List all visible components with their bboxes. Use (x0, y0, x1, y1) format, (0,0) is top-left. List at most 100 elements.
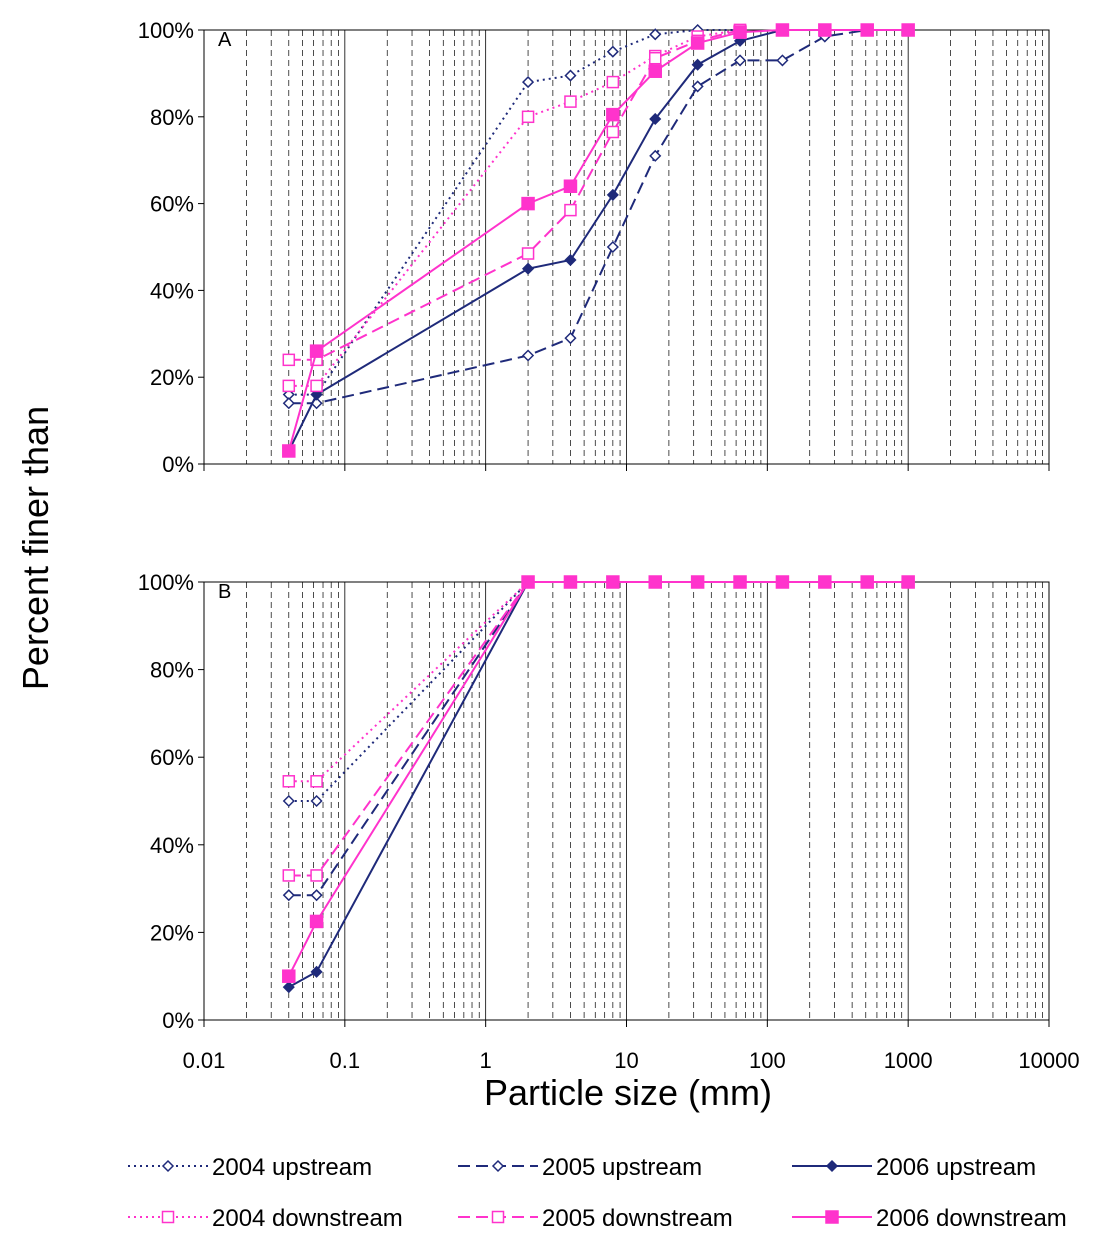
series-3 (282, 575, 915, 994)
data-point (521, 575, 535, 589)
series-line (287, 581, 909, 977)
legend-label: 2005 downstream (542, 1205, 733, 1232)
series-line (288, 581, 909, 802)
legend-label: 2006 downstream (876, 1205, 1067, 1232)
data-point (309, 914, 324, 929)
legend-label: 2006 upstream (876, 1154, 1036, 1181)
panel-b: 0% 20% 40% 60% 80% 100% 0.01 0.1 1 10 100 1000 10000… (138, 570, 1080, 1073)
data-point (733, 25, 747, 39)
y-axis: 0% 20% 40% 60% 80% 100% (138, 18, 204, 477)
x-axis: 0.01 0.1 1 10 100 1000 10000 (183, 1020, 1080, 1073)
data-point (690, 575, 705, 589)
data-point (691, 80, 704, 93)
chart-panels: 0% 20% 40% 60% 80% 100% A 0% 20% 40% 60% 80% 100% 0.0… (138, 18, 1080, 1073)
data-point (521, 196, 535, 211)
series-4 (282, 575, 915, 788)
data-point (606, 107, 620, 122)
data-point (648, 51, 662, 65)
data-point (901, 23, 915, 37)
y-tick-label: 100% (138, 570, 194, 595)
legend-label: 2004 downstream (212, 1205, 403, 1232)
panel-label: B (218, 581, 231, 603)
grid-lines (246, 582, 1043, 1020)
data-point (733, 54, 747, 67)
x-tick-label: 10000 (1018, 1048, 1079, 1073)
data-point (282, 981, 295, 994)
data-point (282, 969, 296, 983)
data-point (606, 575, 620, 589)
y-tick-label: 40% (150, 833, 194, 858)
data-point (521, 110, 535, 124)
y-tick-label: 80% (150, 658, 194, 683)
data-point (282, 353, 296, 367)
series-line (288, 29, 740, 396)
data-point (606, 125, 620, 139)
series-line (287, 29, 909, 452)
data-point (522, 349, 535, 362)
series-line (288, 29, 741, 361)
data-point (282, 889, 295, 902)
legend-swatch-marker (825, 1159, 839, 1173)
data-point (564, 332, 577, 345)
x-tick-label: 1000 (884, 1048, 933, 1073)
legend-item: 2005 upstream (458, 1154, 702, 1181)
series-4 (282, 23, 747, 393)
data-point (310, 889, 323, 902)
panel-a: 0% 20% 40% 60% 80% 100% A (138, 18, 1050, 477)
series-5 (282, 23, 747, 367)
legend-swatch-marker (825, 1210, 839, 1224)
data-point (649, 149, 662, 162)
x-tick-label: 0.01 (183, 1048, 226, 1073)
x-tick-label: 100 (749, 1048, 786, 1073)
data-point (282, 794, 295, 808)
data-point (860, 575, 874, 589)
data-point (691, 58, 704, 71)
data-point (775, 23, 790, 37)
data-point (649, 112, 662, 126)
y-tick-label: 0% (162, 1008, 194, 1033)
data-point (282, 869, 296, 882)
legend-item: 2005 downstream (458, 1205, 733, 1232)
data-point (521, 247, 535, 260)
data-point (310, 794, 323, 808)
y-axis: 0% 20% 40% 60% 80% 100% (138, 570, 204, 1033)
x-axis (203, 464, 1050, 471)
data-point (606, 240, 619, 254)
data-point (310, 775, 323, 788)
data-point (310, 379, 323, 393)
y-tick-label: 60% (150, 745, 194, 770)
data-point (282, 775, 296, 788)
data-point (901, 575, 915, 589)
data-point (649, 28, 662, 41)
y-axis-title: Percent finer than (15, 406, 56, 690)
x-tick-label: 10 (614, 1048, 638, 1073)
legend-label: 2005 upstream (542, 1154, 702, 1181)
data-point (564, 253, 577, 267)
series-6 (282, 575, 915, 983)
data-point (648, 575, 662, 589)
grid-lines (246, 30, 1043, 464)
data-point (310, 869, 323, 882)
panel-label: A (218, 29, 232, 51)
legend-swatch-marker (491, 1159, 505, 1173)
legend-swatch-marker (161, 1210, 175, 1224)
data-point (606, 45, 619, 58)
data-point (563, 179, 578, 193)
data-point (522, 76, 535, 89)
data-point (522, 262, 535, 275)
series-line (288, 581, 909, 877)
legend-item: 2004 downstream (128, 1205, 403, 1232)
data-point (309, 344, 324, 358)
y-tick-label: 80% (150, 105, 194, 130)
data-point (860, 23, 874, 37)
series-5 (282, 575, 915, 882)
data-point (648, 64, 662, 78)
data-point (733, 575, 747, 589)
data-point (564, 95, 577, 108)
data-point (776, 54, 789, 67)
data-point (818, 23, 832, 37)
data-point (282, 379, 296, 393)
data-point (606, 188, 619, 201)
legend: 2004 upstream 2005 upstream 2006 upstream 2… (128, 1154, 1067, 1232)
